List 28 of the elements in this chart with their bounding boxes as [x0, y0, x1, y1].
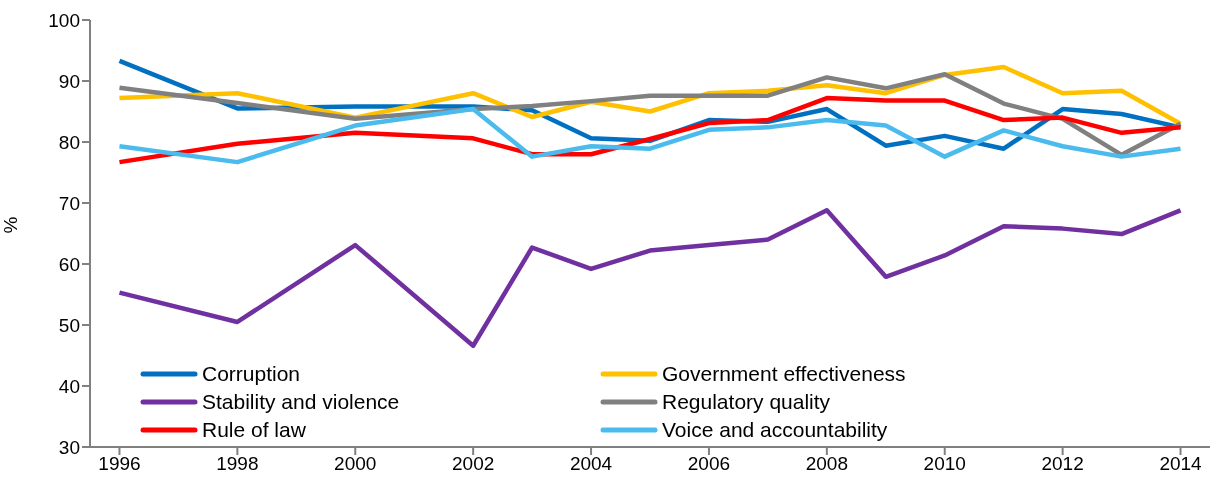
y-tick-label: 50	[58, 314, 80, 336]
y-tick-label: 100	[48, 9, 80, 31]
legend-label: Corruption	[202, 362, 301, 386]
x-tick-label: 2010	[923, 453, 966, 475]
x-tick-label: 1998	[216, 453, 259, 475]
line-series	[117, 208, 1183, 348]
y-tick-label: 90	[58, 70, 80, 92]
legend-label: Rule of law	[202, 418, 306, 442]
x-tick-label: 2006	[687, 453, 731, 475]
legend-label: Government effectiveness	[662, 362, 906, 386]
x-tick-label: 2004	[569, 453, 613, 475]
x-tick-label: 2002	[452, 453, 495, 475]
legend-label: Stability and violence	[202, 390, 400, 414]
y-tick-label: 30	[58, 436, 80, 458]
y-tick-label: 40	[58, 375, 80, 397]
x-tick-label: 1996	[98, 453, 141, 475]
legend-label: Voice and accountability	[662, 418, 888, 442]
y-axis-title: %	[0, 216, 21, 234]
line-series	[117, 95, 1183, 165]
line-series	[117, 106, 1183, 165]
y-tick-label: 70	[58, 192, 80, 214]
x-tick-label: 2014	[1159, 453, 1203, 475]
x-tick-label: 2000	[334, 453, 377, 475]
y-tick-label: 80	[58, 131, 80, 153]
legend-label: Regulatory quality	[662, 390, 831, 414]
x-tick-label: 2008	[805, 453, 848, 475]
x-tick-label: 2012	[1041, 453, 1084, 475]
y-tick-label: 60	[58, 253, 80, 275]
